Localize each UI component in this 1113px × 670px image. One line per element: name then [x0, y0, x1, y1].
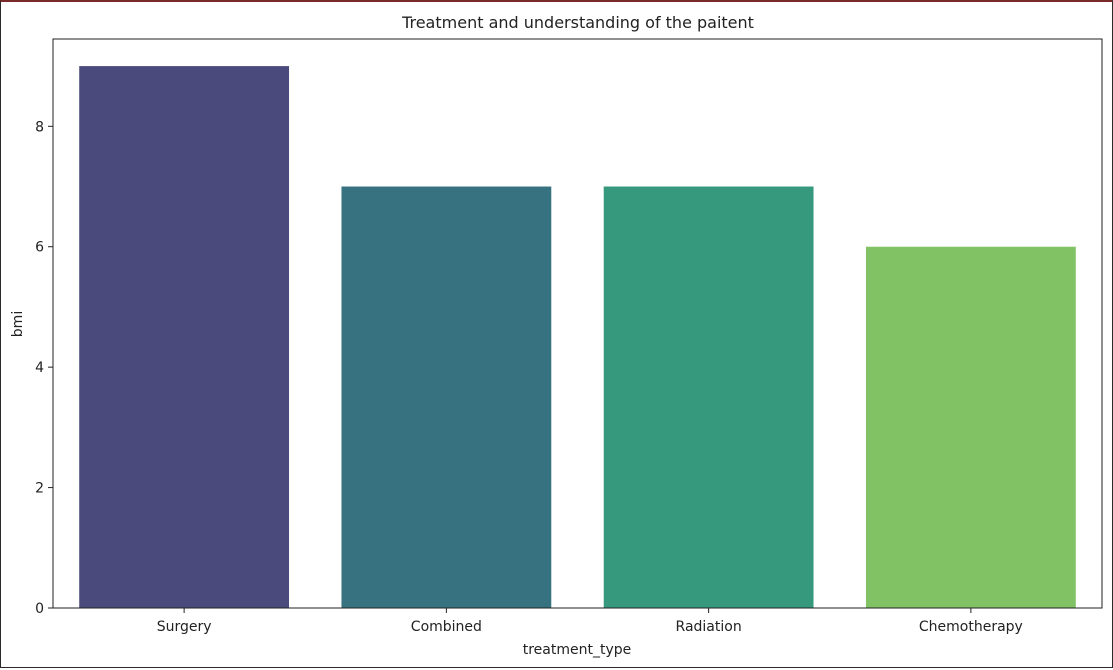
bar-chemotherapy	[865, 246, 1076, 608]
x-axis-label: treatment_type	[523, 642, 632, 658]
bar-surgery	[79, 66, 290, 609]
y-ticks-group: 0 2 4 6 8	[35, 119, 53, 617]
y-tick-label: 0	[35, 601, 44, 617]
y-tick-label: 8	[35, 119, 44, 135]
y-axis-label: bmi	[10, 311, 26, 337]
y-tick-label: 4	[35, 360, 44, 376]
x-tick-label: Combined	[411, 619, 482, 635]
bar-combined	[341, 186, 552, 608]
x-ticks-group: Surgery Combined Radiation Chemotherapy	[157, 608, 1023, 635]
x-tick-label: Surgery	[157, 619, 212, 635]
x-tick-label: Radiation	[676, 619, 742, 635]
plot-area-frame	[52, 38, 1103, 609]
bar-radiation	[603, 186, 814, 608]
y-tick-label: 6	[35, 240, 44, 256]
y-tick-label: 2	[35, 481, 44, 497]
bars-group	[79, 66, 1076, 609]
x-tick-label: Chemotherapy	[919, 619, 1023, 635]
chart-title: Treatment and understanding of the paite…	[401, 13, 754, 32]
